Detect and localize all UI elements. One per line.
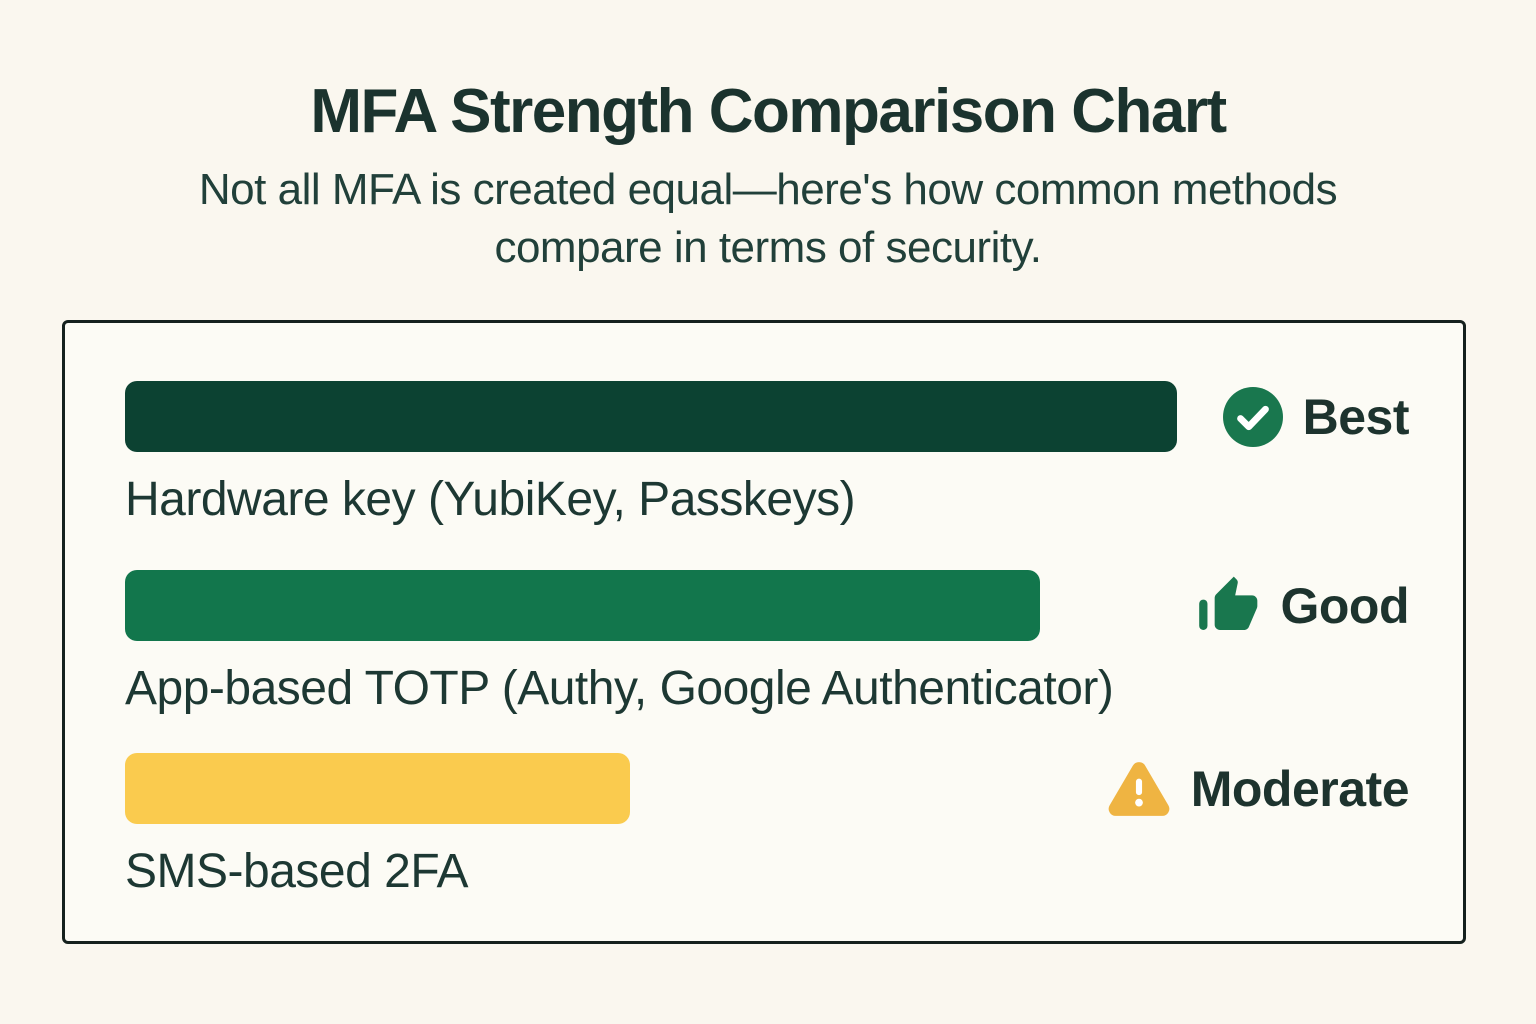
bar-line: Moderate xyxy=(125,753,1410,824)
rating-label-moderate: Moderate xyxy=(1190,760,1410,817)
bar-label-sms-2fa: SMS-based 2FA xyxy=(125,845,469,898)
chart-row-hardware-key: Best Hardware key (YubiKey, Passkeys) xyxy=(125,381,1410,526)
bar-app-totp xyxy=(125,570,1041,641)
bar-sms-2fa xyxy=(125,753,630,824)
check-circle-icon xyxy=(1222,386,1283,447)
subtitle-line-1: Not all MFA is created equal—here's how … xyxy=(198,165,1338,215)
bar-label-app-totp: App-based TOTP (Authy, Google Authentica… xyxy=(125,662,1114,715)
rating-label-good: Good xyxy=(1280,577,1409,634)
chart-header: MFA Strength Comparison Chart Not all MF… xyxy=(0,0,1536,277)
bar-line: Good xyxy=(125,570,1409,641)
rating-badge-good: Good xyxy=(1196,574,1409,638)
rating-badge-moderate: Moderate xyxy=(1107,757,1410,821)
rating-badge-best: Best xyxy=(1222,386,1410,447)
page-title: MFA Strength Comparison Chart xyxy=(310,77,1227,146)
thumbs-up-icon xyxy=(1196,574,1260,638)
chart-row-sms-2fa: Moderate SMS-based 2FA xyxy=(125,753,1410,898)
bar-line: Best xyxy=(125,381,1410,452)
warning-triangle-icon xyxy=(1107,757,1171,821)
bar-hardware-key xyxy=(125,381,1177,452)
rating-label-best: Best xyxy=(1302,388,1410,445)
subtitle-line-2: compare in terms of security. xyxy=(494,223,1042,273)
bar-label-hardware-key: Hardware key (YubiKey, Passkeys) xyxy=(125,473,856,526)
page-subtitle: Not all MFA is created equal—here's how … xyxy=(0,161,1536,277)
chart-panel: Best Hardware key (YubiKey, Passkeys) Go… xyxy=(62,320,1466,944)
chart-row-app-totp: Good App-based TOTP (Authy, Google Authe… xyxy=(125,570,1409,715)
